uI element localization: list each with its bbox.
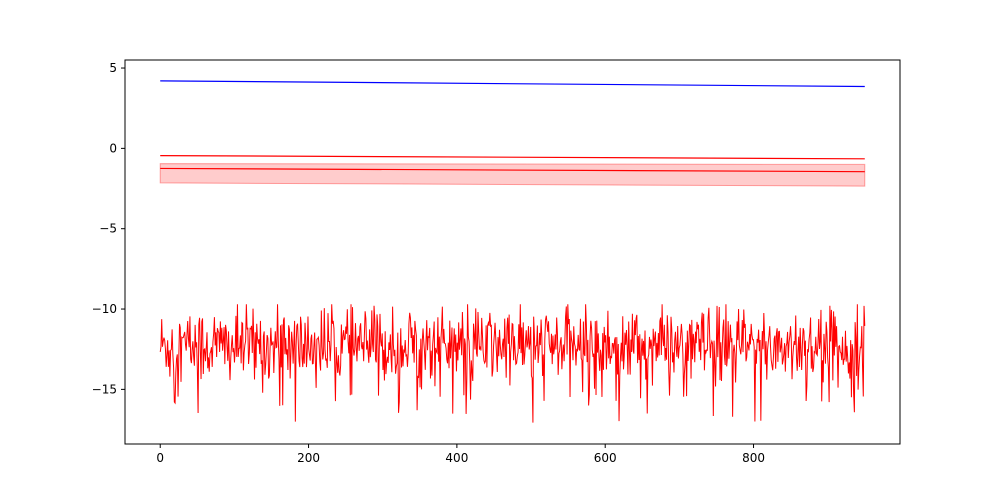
y-tick-label: −15 — [92, 382, 117, 396]
series-1-line — [160, 154, 865, 160]
y-tick-label: −5 — [99, 222, 117, 236]
y-tick-label: 5 — [109, 61, 117, 75]
plot-frame — [124, 59, 901, 445]
x-tick-label: 400 — [445, 451, 468, 465]
x-tick-label: 200 — [297, 451, 320, 465]
y-tick-label: −10 — [92, 302, 117, 316]
series-3-line — [160, 167, 865, 173]
y-axis: 5 0 −5 −10 −15 — [92, 61, 125, 396]
x-tick-label: 800 — [742, 451, 765, 465]
y-tick-label: 0 — [109, 141, 117, 155]
series-layer — [159, 80, 866, 423]
confidence-band-layer — [159, 163, 866, 187]
x-axis: 0 200 400 600 800 — [156, 444, 765, 465]
x-tick-label: 0 — [156, 451, 164, 465]
x-tick-label: 600 — [594, 451, 617, 465]
series-4-noisy-line — [159, 304, 866, 423]
series-0-line — [160, 80, 865, 88]
series-2-band — [159, 163, 866, 187]
